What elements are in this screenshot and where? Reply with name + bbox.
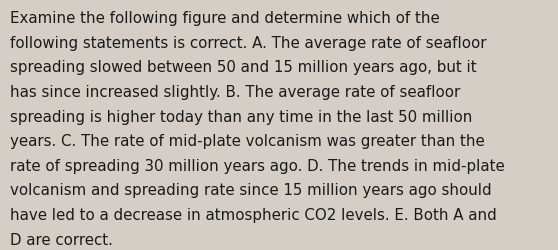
Text: spreading is higher today than any time in the last 50 million: spreading is higher today than any time … [10,109,473,124]
Text: volcanism and spreading rate since 15 million years ago should: volcanism and spreading rate since 15 mi… [10,183,492,198]
Text: has since increased slightly. B. The average rate of seafloor: has since increased slightly. B. The ave… [10,85,460,100]
Text: years. C. The rate of mid-plate volcanism was greater than the: years. C. The rate of mid-plate volcanis… [10,134,485,149]
Text: rate of spreading 30 million years ago. D. The trends in mid-plate: rate of spreading 30 million years ago. … [10,158,505,173]
Text: Examine the following figure and determine which of the: Examine the following figure and determi… [10,11,440,26]
Text: spreading slowed between 50 and 15 million years ago, but it: spreading slowed between 50 and 15 milli… [10,60,477,75]
Text: D are correct.: D are correct. [10,232,113,247]
Text: have led to a decrease in atmospheric CO2 levels. E. Both A and: have led to a decrease in atmospheric CO… [10,207,497,222]
Text: following statements is correct. A. The average rate of seafloor: following statements is correct. A. The … [10,36,487,51]
